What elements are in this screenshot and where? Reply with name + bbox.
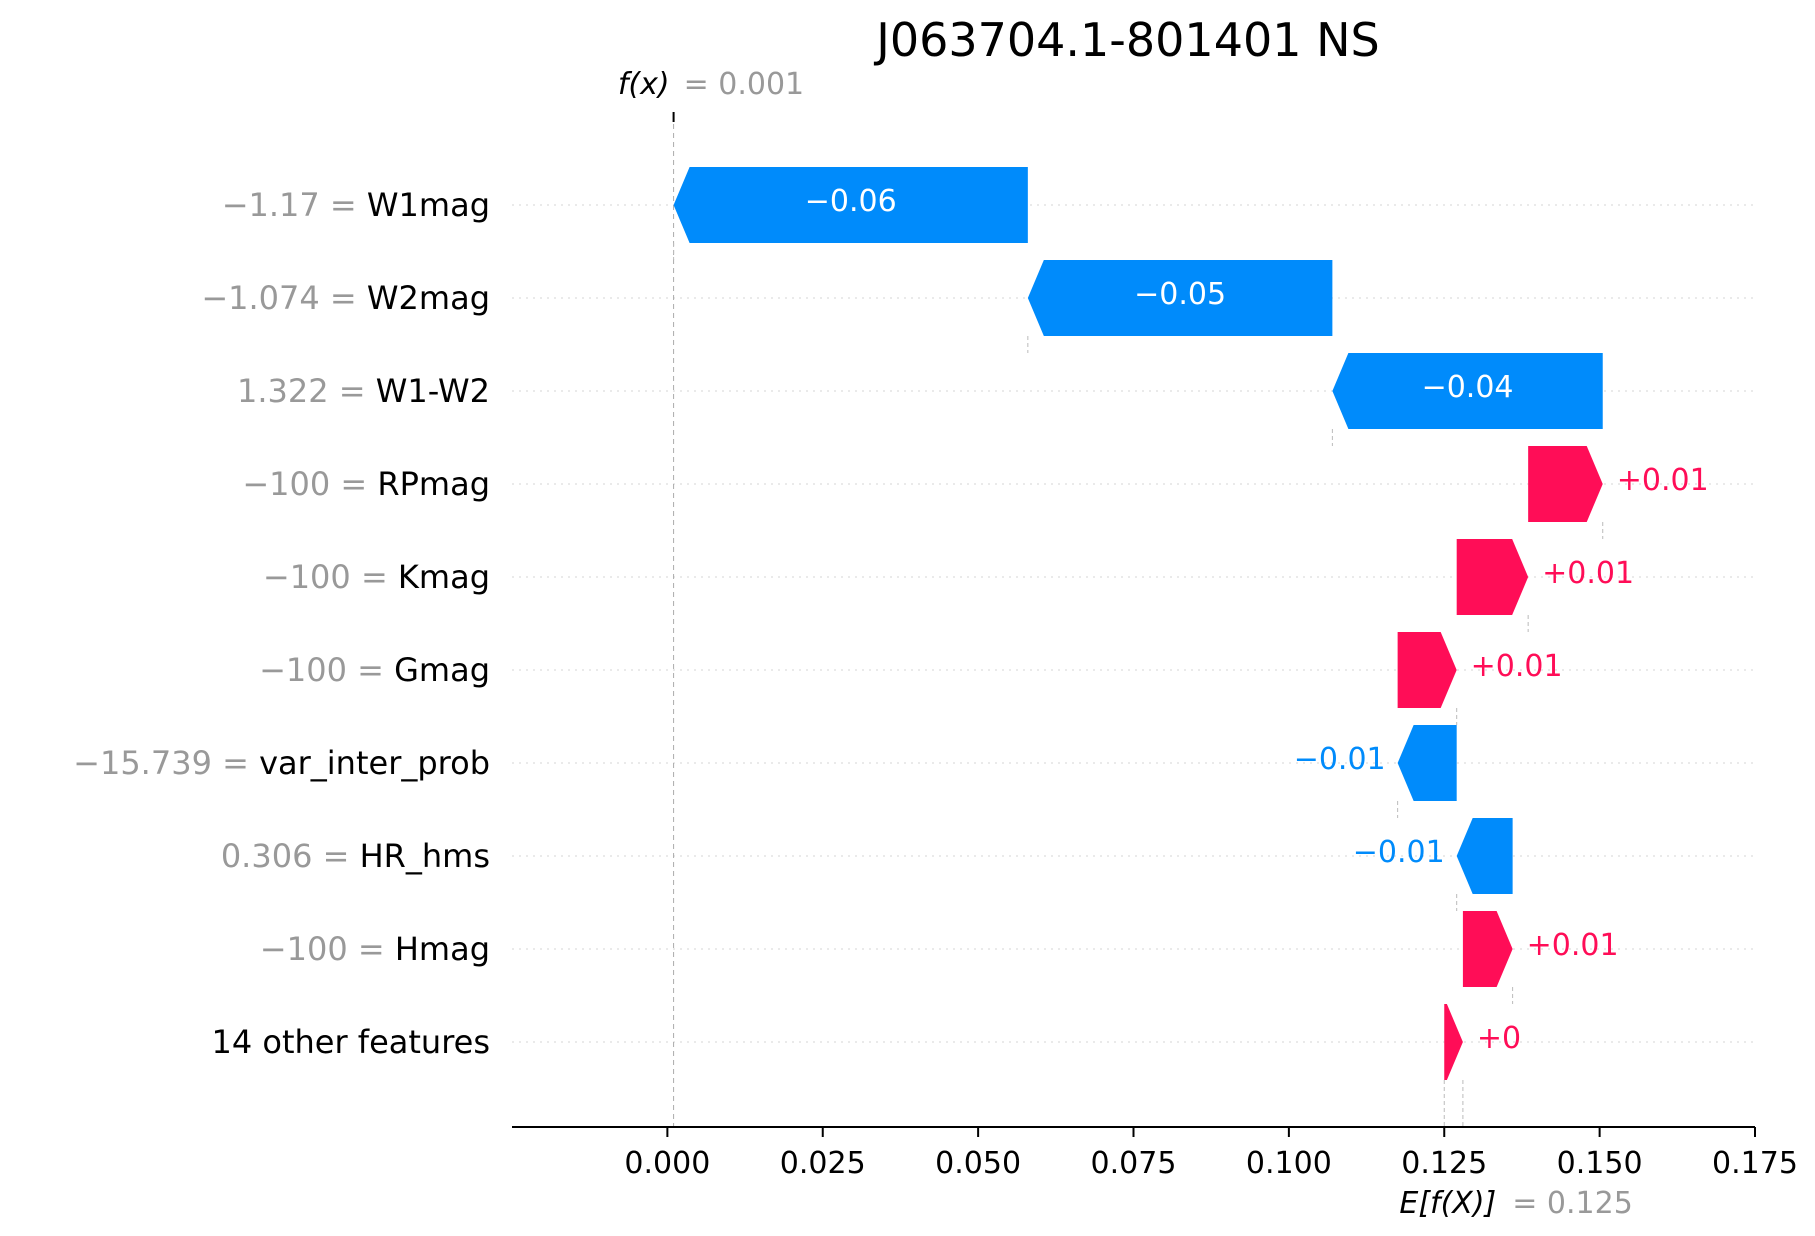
feature-value: −100 = <box>260 930 395 968</box>
x-tick-label: 0.000 <box>624 1146 710 1181</box>
feature-value: −100 = <box>242 465 377 503</box>
contribution-bar <box>1398 725 1457 801</box>
feature-value: −100 = <box>263 558 398 596</box>
x-tick-label: 0.050 <box>935 1146 1021 1181</box>
feature-name: W1-W2 <box>376 372 490 410</box>
feature-name: HR_hms <box>360 837 490 875</box>
chart-title: J063704.1-801401 NS <box>873 13 1379 67</box>
feature-label: −15.739 = var_inter_prob <box>73 744 490 782</box>
efx-label: E[f(X)] <box>1399 1186 1496 1221</box>
efx-value: = 0.125 <box>1512 1186 1633 1221</box>
bar-value-label: +0.01 <box>1471 649 1563 684</box>
x-tick-label: 0.075 <box>1091 1146 1177 1181</box>
bar-value-label: −0.06 <box>805 184 897 219</box>
contribution-bar <box>1463 911 1513 987</box>
feature-name: W1mag <box>367 186 490 224</box>
x-tick-label: 0.100 <box>1246 1146 1332 1181</box>
bar-value-label: +0.01 <box>1527 928 1619 963</box>
contribution-bar <box>1528 446 1603 522</box>
feature-value: −1.074 = <box>201 279 367 317</box>
contribution-bars: −0.06 −0.05 −0.04 +0.01 +0.01 +0.01 −0.01 −0.01… <box>674 167 1709 1080</box>
feature-name: 14 other features <box>211 1023 490 1061</box>
contribution-bar <box>1457 818 1513 894</box>
bar-value-label: −0.01 <box>1353 835 1445 870</box>
bar-value-label: +0 <box>1477 1021 1521 1056</box>
feature-name: W2mag <box>367 279 490 317</box>
fx-annotation: f(x) = 0.001 <box>618 67 804 122</box>
efx-annotation: E[f(X)] = 0.125 <box>1399 1186 1632 1221</box>
bar-value-label: −0.01 <box>1294 742 1386 777</box>
feature-label: 1.322 = W1-W2 <box>237 372 490 410</box>
contribution-bar <box>1398 632 1457 708</box>
feature-label: 14 other features <box>211 1023 490 1061</box>
x-tick-label: 0.150 <box>1557 1146 1643 1181</box>
bar-value-label: −0.04 <box>1422 370 1514 405</box>
fx-value: = 0.001 <box>684 67 805 102</box>
feature-label: 0.306 = HR_hms <box>221 837 490 875</box>
bar-value-label: +0.01 <box>1542 556 1634 591</box>
feature-name: Kmag <box>398 558 490 596</box>
feature-labels: −1.17 = W1mag −1.074 = W2mag 1.322 = W1-W2… <box>73 186 490 1061</box>
feature-name: Hmag <box>395 930 490 968</box>
feature-value: −100 = <box>259 651 394 689</box>
feature-name: Gmag <box>394 651 490 689</box>
feature-label: −1.17 = W1mag <box>222 186 490 224</box>
feature-label: −100 = RPmag <box>242 465 490 503</box>
x-axis: 0.000 0.025 0.050 0.075 0.100 0.125 0.150 0.175 <box>512 1127 1798 1181</box>
fx-label: f(x) <box>618 67 670 102</box>
x-tick-label: 0.175 <box>1712 1146 1798 1181</box>
feature-value: −15.739 = <box>73 744 259 782</box>
bar-value-label: +0.01 <box>1617 463 1709 498</box>
feature-value: 1.322 = <box>237 372 376 410</box>
feature-label: −100 = Gmag <box>259 651 490 689</box>
feature-value: −1.17 = <box>222 186 367 224</box>
feature-name: RPmag <box>377 465 490 503</box>
feature-label: −100 = Hmag <box>260 930 490 968</box>
x-tick-label: 0.125 <box>1401 1146 1487 1181</box>
feature-name: var_inter_prob <box>259 744 490 782</box>
x-tick-label: 0.025 <box>780 1146 866 1181</box>
feature-label: −1.074 = W2mag <box>201 279 490 317</box>
feature-label: −100 = Kmag <box>263 558 490 596</box>
feature-value: 0.306 = <box>221 837 360 875</box>
bar-value-label: −0.05 <box>1134 277 1226 312</box>
contribution-bar <box>1457 539 1528 615</box>
contribution-bar <box>1444 1004 1463 1080</box>
